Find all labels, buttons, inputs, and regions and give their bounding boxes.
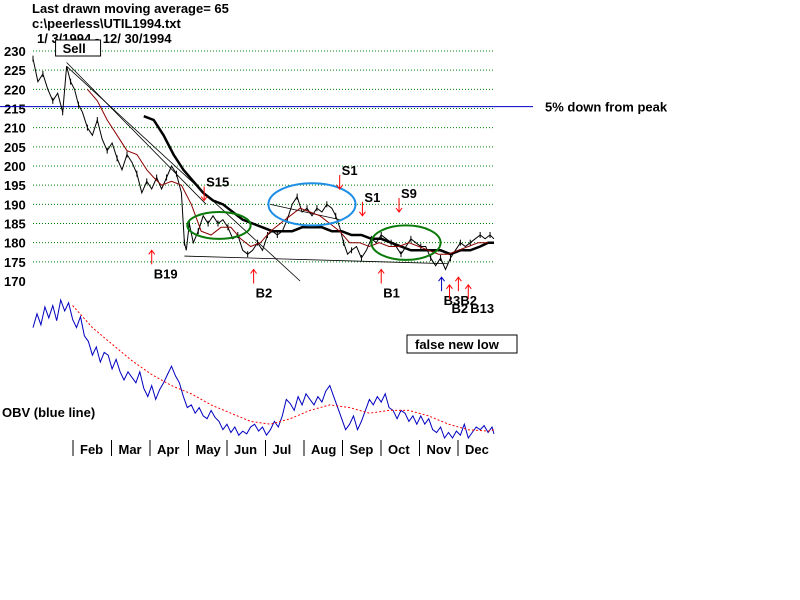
reference-line-label: 5% down from peak — [545, 100, 668, 115]
arrow-head — [377, 268, 385, 274]
y-tick-label: 220 — [4, 82, 26, 97]
y-tick-label: 185 — [4, 217, 26, 232]
y-tick-label: 170 — [4, 274, 26, 289]
arrow-head — [438, 276, 445, 282]
moving-averages — [87, 88, 494, 256]
header-file-text: c:\peerless\UTIL1994.txt — [32, 16, 182, 31]
signal-label: S9 — [401, 186, 417, 201]
arrow-head — [200, 196, 208, 202]
y-tick-label: 215 — [4, 102, 26, 117]
month-label: Jul — [273, 442, 292, 457]
header-ma-text: Last drawn moving average= 65 — [32, 1, 229, 16]
ma-thick-line — [143, 115, 494, 256]
month-label: Dec — [465, 442, 489, 457]
annotation-text: false new low — [415, 337, 500, 352]
pattern-ellipse — [267, 182, 357, 227]
y-tick-label: 230 — [4, 44, 26, 59]
arrow-head — [454, 276, 462, 282]
obv-panel: OBV (blue line) — [2, 298, 495, 440]
month-label: Feb — [80, 442, 103, 457]
signal-label: B13 — [470, 301, 494, 316]
pattern-ellipses — [186, 182, 442, 261]
signal-label: B3 — [444, 293, 461, 308]
arrow-head — [148, 249, 156, 255]
signal-label: B2 — [451, 301, 468, 316]
trendline — [66, 62, 207, 205]
month-label: Apr — [157, 442, 179, 457]
month-label: May — [196, 442, 222, 457]
y-tick-label: 175 — [4, 255, 26, 270]
month-label: Aug — [311, 442, 336, 457]
obv-line — [32, 298, 495, 440]
price-line — [32, 58, 495, 271]
arrow-head — [395, 207, 403, 213]
reference-line-group: 5% down from peak — [0, 100, 668, 115]
obv-label: OBV (blue line) — [2, 405, 95, 420]
month-label: Sep — [350, 442, 374, 457]
signal-label: B2 — [460, 293, 477, 308]
month-label: Nov — [427, 442, 452, 457]
arrow-head — [250, 268, 258, 274]
signal-label: B19 — [154, 266, 178, 281]
y-tick-label: 195 — [4, 178, 26, 193]
trendline — [270, 203, 340, 221]
month-label: Jun — [234, 442, 257, 457]
arrow-head — [446, 284, 453, 290]
price-axis-labels: 170 175 180 185 190 195 200 205 210 215 220 225 230 — [4, 44, 26, 289]
signal-label: B1 — [383, 286, 400, 301]
y-tick-label: 210 — [4, 121, 26, 136]
y-tick-label: 190 — [4, 197, 26, 212]
trendline — [184, 255, 449, 265]
y-tick-label: 205 — [4, 140, 26, 155]
arrow-head — [336, 184, 344, 190]
sell-box — [55, 39, 102, 57]
arrow-head — [359, 211, 366, 217]
month-axis: Feb Mar Apr May Jun Jul Aug Sep Oct Nov Dec — [72, 440, 489, 457]
signal-label: Sell — [63, 41, 86, 56]
month-label: Oct — [388, 442, 410, 457]
pattern-ellipse — [370, 224, 442, 261]
pattern-ellipse — [186, 211, 252, 240]
obv-ma-line — [72, 305, 495, 432]
price-series — [32, 55, 495, 271]
signal-label: B2 — [256, 286, 273, 301]
month-label: Mar — [119, 442, 142, 457]
y-tick-label: 200 — [4, 159, 26, 174]
price-grid — [33, 50, 494, 263]
signal-label: S15 — [206, 175, 229, 190]
signal-label: S1 — [342, 163, 358, 178]
trendlines — [66, 62, 449, 282]
y-tick-label: 225 — [4, 63, 26, 78]
annotation-box — [406, 334, 518, 354]
ma-thin-line — [87, 88, 489, 255]
signal-label: S1 — [364, 190, 380, 205]
y-tick-label: 180 — [4, 236, 26, 251]
arrow-head — [464, 284, 472, 290]
